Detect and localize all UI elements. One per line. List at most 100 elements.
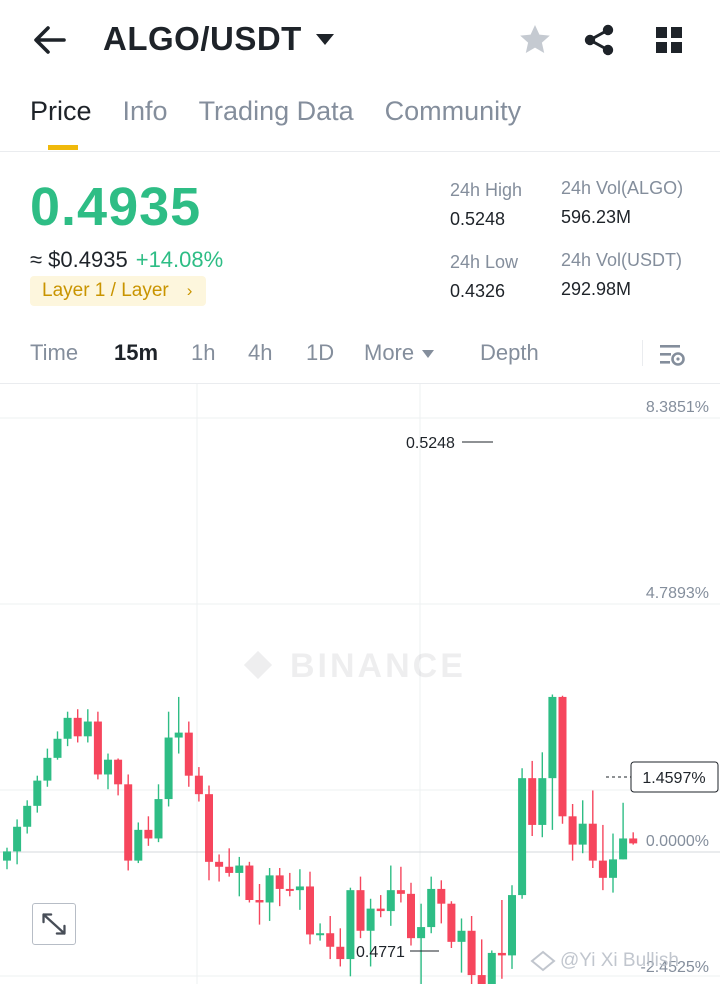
stat-label: 24h High [450,180,523,200]
stat-label: 24h Vol(USDT) [561,250,683,270]
candle-down [194,775,203,795]
candle-up [295,886,304,891]
candle-up [538,778,547,825]
candle-up [164,737,173,800]
candle-down [588,823,597,861]
stat-label: 24h Vol(ALGO) [561,178,684,198]
candle-up [265,875,274,903]
timeframe-more-label: More [364,340,415,365]
divider [0,383,720,384]
divider [0,151,720,152]
candle-down [407,893,415,939]
candle-up [518,778,527,896]
candle-down [477,975,486,984]
candle-up [619,838,628,860]
candle-down [205,794,213,862]
depth-tab[interactable]: Depth [480,340,539,365]
stat-label: 24h Low [450,252,519,272]
top-bar: ALGO/USDT [0,0,720,82]
timeframe-1h[interactable]: 1h [191,340,216,365]
candle-up [366,908,375,931]
pair-name: ALGO/USDT [103,20,302,57]
candle-down [285,888,294,891]
category-tag-label: Layer 1 / Layer [42,280,169,301]
post-watermark: @Yi Xi Bullish [530,950,679,972]
candle-down [93,721,102,775]
caret-down-icon [422,350,435,359]
binance-watermark: BINANCE [243,647,463,685]
usd-price-row: ≈ $0.4935 +14.08% [30,247,223,273]
current-value-label: 1.4597% [642,770,705,787]
candle-up [609,859,617,878]
tab-trading-data[interactable]: Trading Data [198,96,354,126]
y-tick-label: 4.7893% [646,585,709,602]
timeframe-4h[interactable]: 4h [248,340,273,365]
candle-up [43,757,52,781]
candle-up [508,895,516,956]
tab-info[interactable]: Info [122,96,168,126]
candle-down [598,860,607,878]
section-tabs: Price Info Trading Data Community [30,96,552,152]
candle-up [548,696,557,779]
candle-down [376,908,385,912]
candle-down [568,816,577,845]
high-marker-label: 0.5248 [406,435,455,452]
timeframe-time[interactable]: Time [30,340,79,365]
stat-24h-low: 24h Low 0.4326 [450,252,518,302]
grid-icon[interactable] [651,22,687,58]
last-price: 0.4935 [30,177,202,237]
candle-up [457,930,466,942]
y-tick-label: 0.0000% [646,833,709,850]
timeframe-15m[interactable]: 15m [114,340,159,365]
candle-up [427,888,436,928]
candle-down [528,778,537,825]
candle-up [386,890,395,912]
candle-down [225,866,234,873]
y-tick-label: 8.3851% [646,399,709,416]
stat-value: 292.98M [561,279,632,299]
candle-up [23,805,32,827]
candle-down [114,759,123,785]
diamond-logo-icon [530,950,556,972]
candle-up [487,952,496,984]
expand-icon[interactable] [32,903,76,945]
category-tag[interactable]: Layer 1 / Layer › [30,276,207,306]
candle-down [184,732,193,776]
chart-grid [0,384,720,984]
candle-up [3,851,11,861]
candle-down [326,933,335,947]
timeframe-more[interactable]: More [364,340,435,366]
stat-24h-vol-base: 24h Vol(ALGO) 596.23M [561,178,683,228]
candle-down [437,888,446,904]
pair-selector[interactable]: ALGO/USDT [103,20,334,58]
tab-price[interactable]: Price [30,96,92,150]
candle-up [134,829,143,861]
candle-up [346,890,355,960]
star-icon[interactable] [517,22,553,58]
watermark-user: @Yi Xi Bullish [560,950,679,971]
current-value-tag [630,761,719,793]
candle-down [144,829,153,839]
candle-down [629,838,638,844]
stat-value: 596.23M [561,207,632,227]
candle-down [215,861,224,867]
candle-up [63,717,72,739]
caret-down-icon [315,33,334,45]
price-chart[interactable]: BINANCE 8.3851% 4.7893% 0.0000% -2.4525%… [0,384,720,984]
divider [642,340,643,366]
price-change: +14.08% [135,247,224,272]
candle-down [275,875,284,889]
candle-up [235,865,244,873]
candle-up [316,933,325,936]
timeframe-1d[interactable]: 1D [306,340,335,365]
candle-down [124,784,133,861]
candle-down [558,696,567,817]
tab-community[interactable]: Community [384,96,522,126]
candle-up [13,826,22,852]
chevron-right-icon: › [186,281,193,300]
candle-down [73,717,82,737]
candle-down [336,946,345,960]
chart-settings-icon[interactable] [656,340,688,370]
share-icon[interactable] [581,22,617,58]
arrow-left-icon[interactable] [28,20,72,60]
